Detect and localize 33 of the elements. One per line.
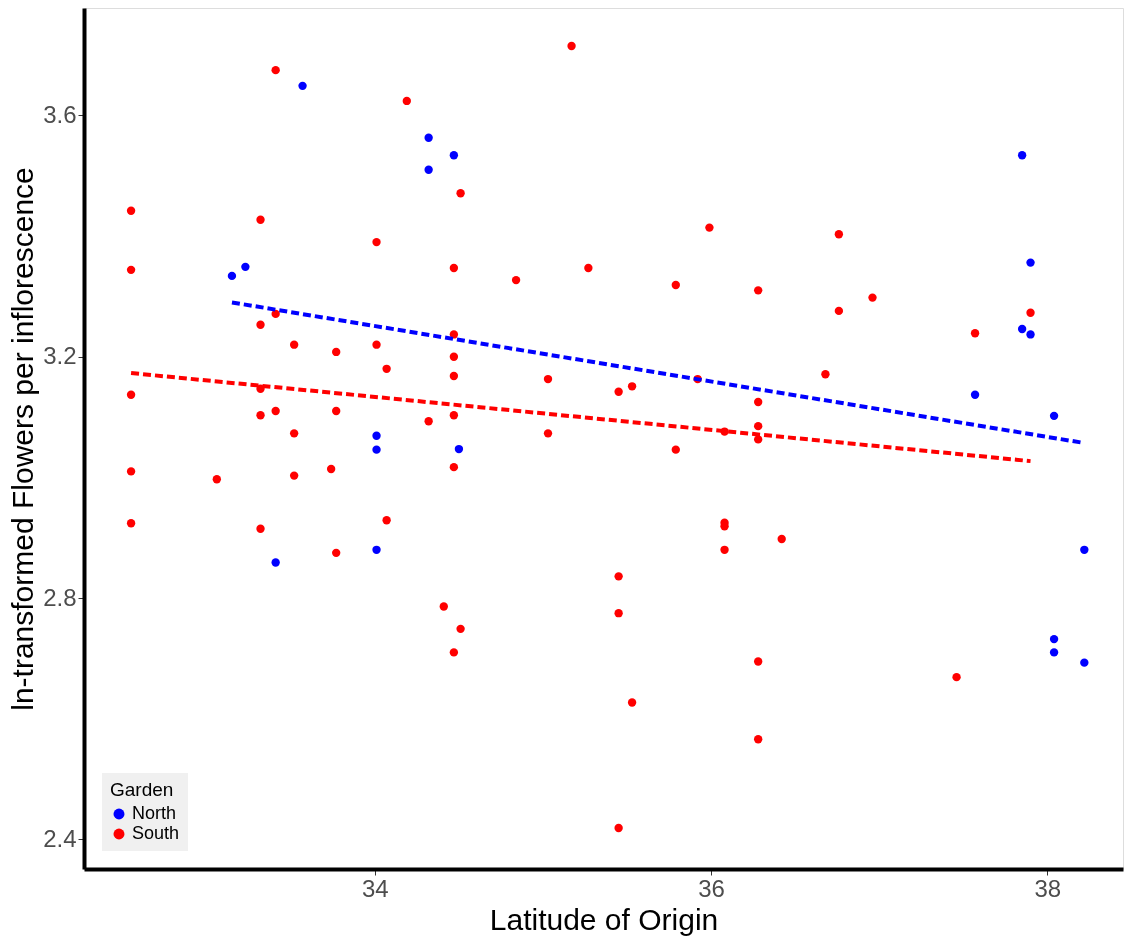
y-tick-label: 3.6 (43, 100, 77, 128)
y-tick-label: 3.2 (43, 342, 77, 370)
y-tick-label: 2.4 (43, 824, 77, 852)
point (424, 165, 433, 174)
point (1049, 634, 1059, 644)
point (241, 262, 250, 272)
x-tick-label: 38 (1034, 874, 1062, 902)
point (1080, 658, 1089, 667)
point (298, 81, 307, 91)
point (1049, 411, 1059, 421)
legend-label: North (132, 803, 177, 823)
point (271, 558, 280, 567)
y-tick-label: 2.8 (43, 583, 77, 611)
point (424, 133, 433, 142)
point (1026, 258, 1035, 267)
point (1017, 324, 1027, 334)
point (454, 444, 464, 454)
legend-title: Garden (110, 779, 174, 800)
point (1049, 648, 1059, 657)
point (372, 431, 381, 440)
x-tick-label: 36 (698, 874, 725, 902)
point (449, 151, 459, 160)
point (1026, 330, 1035, 339)
x-tick-label: 34 (362, 874, 389, 902)
point (970, 390, 980, 399)
legend-label: South (132, 823, 180, 843)
point (1017, 151, 1027, 160)
x-axis-title: Latitude of Origin (489, 902, 719, 936)
point (372, 545, 381, 554)
point (372, 445, 381, 454)
point (227, 271, 237, 281)
point (1080, 545, 1089, 554)
y-axis-title: ln-transformed Flowers per inflorescence (6, 167, 40, 711)
